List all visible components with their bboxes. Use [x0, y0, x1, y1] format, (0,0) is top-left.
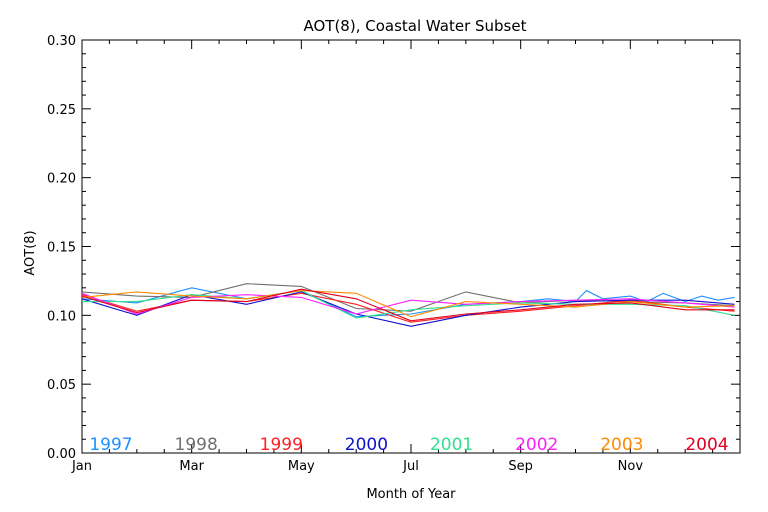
- x-tick-label: Jan: [71, 459, 92, 474]
- legend-entry-2001: 2001: [430, 435, 473, 455]
- legend-entry-2003: 2003: [600, 435, 643, 455]
- legend-entry-1997: 1997: [89, 435, 132, 455]
- axis-ticks: 0.00 0.05 0.10 0.15 0.20 0.25 0.30 Jan Mar May Jul…: [47, 34, 741, 474]
- y-tick-label: 0.25: [47, 103, 76, 118]
- y-axis-label: AOT(8): [23, 230, 38, 275]
- x-tick-label: Nov: [618, 459, 644, 474]
- x-tick-label: Mar: [179, 459, 204, 474]
- series-line-2001: [82, 290, 735, 319]
- y-tick-label: 0.10: [47, 309, 76, 324]
- chart-title: AOT(8), Coastal Water Subset: [303, 17, 526, 35]
- series-line-2002: [81, 292, 735, 315]
- legend-entry-1998: 1998: [175, 435, 218, 455]
- series-line-1998: [81, 283, 735, 312]
- legend-entry-2004: 2004: [685, 435, 728, 455]
- plot-frame: [81, 39, 741, 454]
- legend-entry-2000: 2000: [345, 435, 388, 455]
- series-lines: [81, 283, 735, 327]
- y-tick-label: 0.20: [47, 172, 76, 187]
- x-tick-label: Jul: [402, 459, 419, 474]
- series-line-2004: [81, 288, 735, 322]
- x-tick-label: May: [288, 459, 315, 474]
- legend: 1997 1998 1999 2000 2001 2002 2003 2004: [89, 435, 728, 455]
- y-tick-label: 0.00: [47, 447, 76, 462]
- legend-entry-2002: 2002: [515, 435, 558, 455]
- legend-entry-1999: 1999: [260, 435, 303, 455]
- y-tick-label: 0.30: [47, 34, 76, 49]
- series-line-2003: [81, 290, 735, 318]
- x-tick-label: Sep: [508, 459, 533, 474]
- y-tick-label: 0.05: [47, 378, 76, 393]
- x-axis-label: Month of Year: [366, 487, 456, 502]
- y-tick-label: 0.15: [47, 241, 76, 256]
